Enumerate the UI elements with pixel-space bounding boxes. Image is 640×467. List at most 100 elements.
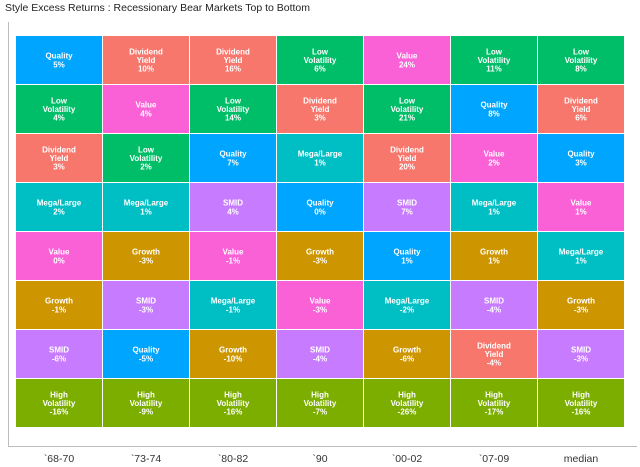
tile-label: Quality	[132, 346, 160, 355]
tile-value: -1%	[52, 305, 66, 314]
tile-label: Yield	[50, 154, 69, 163]
tile-background	[451, 232, 537, 280]
tile-label: SMID	[397, 199, 417, 208]
tile-background	[16, 379, 102, 427]
tile-value: 4%	[140, 109, 152, 118]
tile-label: High	[311, 390, 329, 399]
tile-label: Value	[484, 150, 505, 159]
tile-growth: Growth-1%	[16, 281, 102, 329]
tile-background	[364, 134, 450, 182]
tile-background	[190, 36, 276, 84]
tile-value: 10%	[138, 65, 154, 74]
tile-label: Yield	[137, 56, 156, 65]
tile-value: 6%	[314, 65, 326, 74]
tile-label: Volatility	[43, 105, 76, 114]
tile-background	[364, 330, 450, 378]
tile-label: Mega/Large	[37, 199, 82, 208]
tile-label: Volatility	[130, 154, 163, 163]
tile-smid: SMID-4%	[277, 330, 363, 378]
tile-background	[451, 183, 537, 231]
tile-value: -9%	[139, 408, 153, 417]
tile-background	[103, 85, 189, 133]
tile-background	[103, 36, 189, 84]
tile-label: Volatility	[130, 399, 163, 408]
tile-growth: Growth-3%	[103, 232, 189, 280]
tile-background	[16, 232, 102, 280]
tile-background	[538, 183, 624, 231]
tile-label: SMID	[49, 346, 69, 355]
tile-label: Dividend	[390, 145, 424, 154]
tile-value: -10%	[224, 354, 243, 363]
tile-label: Quality	[567, 150, 595, 159]
tile-label: Dividend	[216, 47, 250, 56]
tile-label: Volatility	[565, 56, 598, 65]
tile-label: Quality	[219, 150, 247, 159]
tile-background	[538, 281, 624, 329]
tile-background	[364, 183, 450, 231]
tile-label: Dividend	[129, 47, 163, 56]
tile-background	[277, 134, 363, 182]
tile-value: 14%	[225, 114, 241, 123]
tile-label: High	[572, 390, 590, 399]
tile-background	[277, 36, 363, 84]
tile-background	[451, 330, 537, 378]
tile-background	[103, 281, 189, 329]
tile-label: Value	[49, 248, 70, 257]
tile-value: -1%	[226, 305, 240, 314]
tile-smid: SMID-3%	[538, 330, 624, 378]
tile-background	[277, 85, 363, 133]
tile-label: High	[224, 390, 242, 399]
tile-value: 4%	[227, 207, 239, 216]
tile-value: -16%	[572, 408, 591, 417]
tile-background	[364, 85, 450, 133]
tile-background	[538, 134, 624, 182]
style-returns-grid: Quality5%LowVolatility4%DividendYield3%M…	[16, 36, 624, 465]
tile-background	[190, 330, 276, 378]
tile-value: 3%	[53, 163, 65, 172]
tile-value: -2%	[400, 305, 414, 314]
tile-label: Value	[223, 248, 244, 257]
x-tick-label: `80-82	[218, 453, 249, 465]
tile-background	[190, 379, 276, 427]
tile-label: Quality	[393, 248, 421, 257]
tile-value: 21%	[399, 114, 415, 123]
tile-background	[451, 134, 537, 182]
tile-value: 20%	[399, 163, 415, 172]
tile-background	[190, 134, 276, 182]
tile-label: Volatility	[565, 399, 598, 408]
tile-label: Mega/Large	[211, 297, 256, 306]
tile-value: 1%	[575, 256, 587, 265]
tile-value: 1%	[140, 207, 152, 216]
tile-background	[277, 379, 363, 427]
tile-background	[103, 183, 189, 231]
tile-label: Low	[312, 47, 329, 56]
tile-background	[451, 281, 537, 329]
tile-background	[538, 36, 624, 84]
tile-growth: Growth-3%	[277, 232, 363, 280]
tile-label: Volatility	[391, 105, 424, 114]
x-tick-label: `90	[312, 453, 327, 465]
tile-label: Value	[310, 297, 331, 306]
tile-value: -16%	[224, 408, 243, 417]
tile-mega-large: Mega/Large-1%	[190, 281, 276, 329]
tile-value: 2%	[53, 207, 65, 216]
tile-label: Quality	[306, 199, 334, 208]
